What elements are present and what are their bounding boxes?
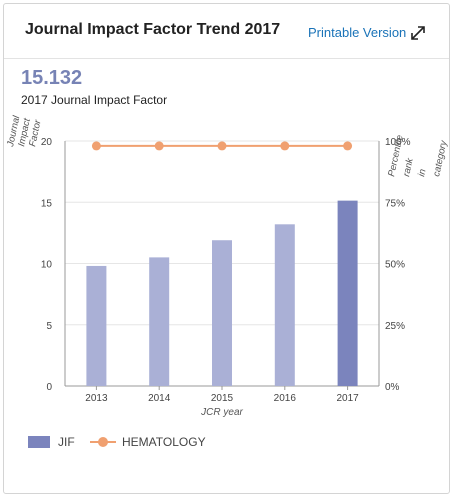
y-tick-label: 20: [41, 137, 53, 148]
jif-bar-2016: [274, 224, 295, 386]
y2-tick-label: 75%: [385, 198, 405, 209]
y-tick-label: 0: [46, 382, 52, 393]
hematology-point-2015: [217, 141, 227, 151]
hematology-point-2016: [280, 141, 290, 151]
y2-tick-label: 50%: [385, 260, 405, 271]
printable-version-link[interactable]: Printable Version: [308, 25, 407, 40]
x-tick-label: 2013: [85, 393, 108, 404]
jif-value-label: 2017 Journal Impact Factor: [21, 93, 168, 107]
x-tick-label: 2014: [148, 393, 171, 404]
y-tick-label: 5: [46, 321, 52, 332]
y2-axis-title-word: category: [431, 138, 450, 177]
card-header: Journal Impact Factor Trend 2017 Printab…: [4, 4, 449, 59]
legend-label-hematology: HEMATOLOGY: [122, 435, 206, 449]
hematology-point-2017: [343, 141, 353, 151]
x-axis-title: JCR year: [200, 407, 243, 418]
y2-tick-label: 25%: [385, 321, 405, 332]
x-tick-label: 2015: [211, 393, 234, 404]
legend-swatch-dot: [98, 437, 108, 447]
y2-tick-label: 0%: [385, 382, 400, 393]
jif-bar-2015: [212, 240, 232, 386]
hematology-point-2013: [91, 141, 101, 151]
y-tick-label: 15: [41, 198, 53, 209]
y2-axis-title-word: rank: [401, 156, 416, 178]
legend-swatch-jif: [28, 436, 50, 448]
x-tick-label: 2016: [274, 393, 297, 404]
x-tick-label: 2017: [336, 393, 359, 404]
jif-bar-2013: [86, 265, 107, 386]
jif-bar-2014: [149, 257, 170, 386]
card-title: Journal Impact Factor Trend 2017: [25, 21, 281, 38]
jif-bar-2017: [337, 200, 358, 386]
expand-arrows-icon[interactable]: [409, 24, 427, 42]
hematology-point-2014: [154, 141, 164, 151]
y2-axis-title-word: in: [416, 168, 428, 178]
jif-trend-chart: 0 5 10 15 20 0% 25% 50% 75% 100% 2013 2014 2015 2016 2…: [5, 114, 450, 418]
y-tick-label: 10: [41, 260, 53, 271]
y2-tick-label: 100%: [385, 137, 411, 148]
jif-value: 15.132: [21, 67, 83, 89]
legend-label-jif: JIF: [58, 435, 75, 449]
